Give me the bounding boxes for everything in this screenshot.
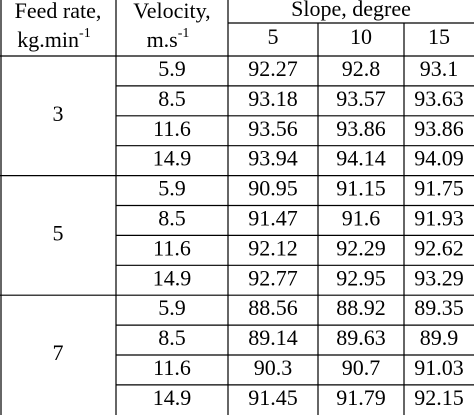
cell: 93.57 — [336, 86, 386, 111]
cell: 92.8 — [342, 56, 381, 81]
cell: 93.86 — [414, 116, 464, 141]
feed-rate: 7 — [53, 340, 64, 365]
feed-rate: 3 — [53, 101, 64, 126]
cell: 88.92 — [336, 295, 386, 320]
cell: 92.29 — [336, 235, 386, 260]
cell: 92.27 — [248, 56, 298, 81]
cell: 91.6 — [342, 205, 381, 230]
velocity: 5.9 — [158, 176, 186, 201]
cell: 90.7 — [342, 355, 381, 380]
cell: 90.3 — [254, 355, 293, 380]
slope-header: 10 — [350, 24, 372, 49]
cell: 88.56 — [248, 295, 298, 320]
cell: 89.14 — [248, 325, 298, 350]
cell: 93.56 — [248, 116, 298, 141]
velocity: 14.9 — [153, 265, 192, 290]
cell: 92.77 — [248, 265, 298, 290]
velocity: 14.9 — [153, 146, 192, 171]
velocity: 11.6 — [153, 235, 191, 260]
cell: 92.62 — [414, 235, 464, 260]
cell: 94.14 — [336, 146, 386, 171]
cell: 90.95 — [248, 176, 298, 201]
velocity: 11.6 — [153, 116, 191, 141]
velocity: 8.5 — [158, 325, 186, 350]
header-velocity-unit: m.s-1 — [147, 26, 190, 52]
cell: 91.45 — [248, 385, 298, 410]
cell: 91.93 — [414, 205, 464, 230]
cell: 91.79 — [336, 385, 386, 410]
velocity: 14.9 — [153, 385, 192, 410]
cell: 89.9 — [420, 325, 459, 350]
cell: 92.15 — [414, 385, 464, 410]
unit-exponent: -1 — [178, 26, 190, 41]
cell: 91.47 — [248, 205, 298, 230]
header-feed-rate-unit: kg.min-1 — [17, 26, 90, 52]
velocity: 8.5 — [158, 205, 186, 230]
cell: 93.63 — [414, 86, 464, 111]
cell: 92.95 — [336, 265, 386, 290]
slope-header: 15 — [428, 24, 450, 49]
header-slope: Slope, degree — [291, 0, 411, 21]
cell: 92.12 — [248, 235, 298, 260]
feed-rate: 5 — [53, 220, 64, 245]
unit-exponent: -1 — [79, 26, 91, 41]
velocity: 11.6 — [153, 355, 191, 380]
cell: 93.86 — [336, 116, 386, 141]
cell: 94.09 — [414, 146, 464, 171]
cell: 89.63 — [336, 325, 386, 350]
cell: 93.18 — [248, 86, 298, 111]
cell: 93.29 — [414, 265, 464, 290]
unit: m.s — [147, 27, 178, 52]
cell: 89.35 — [414, 295, 464, 320]
slope-header: 5 — [268, 24, 279, 49]
velocity: 5.9 — [158, 295, 186, 320]
cell: 93.1 — [420, 56, 459, 81]
unit: kg.min — [17, 27, 79, 52]
velocity: 8.5 — [158, 86, 186, 111]
cell: 91.15 — [336, 176, 386, 201]
velocity: 5.9 — [158, 56, 186, 81]
header-velocity: Velocity, — [133, 0, 210, 23]
cell: 91.75 — [414, 176, 464, 201]
header-feed-rate: Feed rate, — [15, 0, 102, 23]
cell: 91.03 — [414, 355, 464, 380]
cell: 93.94 — [248, 146, 298, 171]
